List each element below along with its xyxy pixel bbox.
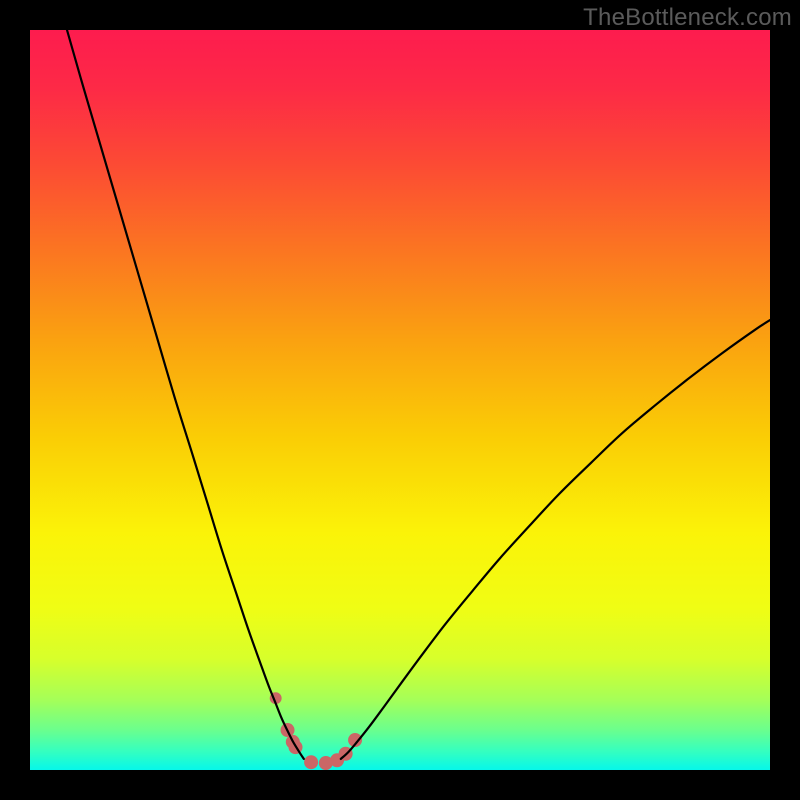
- highlight-dot: [304, 755, 318, 769]
- gradient-background: [30, 30, 770, 770]
- plot-area: [30, 30, 770, 770]
- watermark-text: TheBottleneck.com: [583, 4, 792, 32]
- chart-svg: [30, 30, 770, 770]
